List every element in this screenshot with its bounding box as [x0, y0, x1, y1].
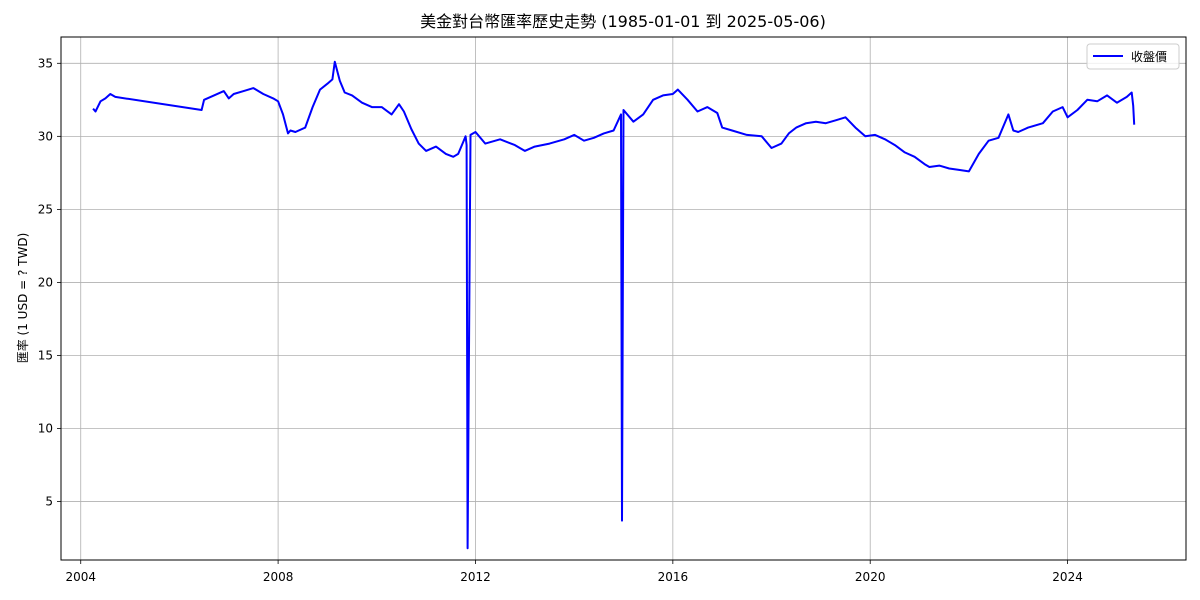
- y-tick-label: 20: [38, 275, 53, 289]
- y-tick-label: 30: [38, 129, 53, 143]
- x-tick-label: 2004: [65, 570, 96, 584]
- y-axis-label: 匯率 (1 USD = ? TWD): [15, 233, 30, 364]
- chart-title: 美金對台幣匯率歷史走勢 (1985-01-01 到 2025-05-06): [420, 12, 826, 31]
- x-tick-label: 2008: [263, 570, 294, 584]
- x-tick-label: 2012: [460, 570, 491, 584]
- x-tick-label: 2020: [855, 570, 886, 584]
- plot-area: [92, 60, 1136, 550]
- y-tick-label: 10: [38, 422, 53, 436]
- x-tick-label: 2016: [658, 570, 689, 584]
- x-axis: 2004 2008 2012 2016 2020 2024: [65, 560, 1083, 584]
- y-tick-label: 25: [38, 202, 53, 216]
- series-line: [92, 60, 1136, 550]
- legend-box: [1086, 43, 1180, 70]
- legend-label: 收盤價: [1131, 50, 1167, 64]
- legend: 收盤價: [1086, 43, 1180, 70]
- x-tick-label: 2024: [1052, 570, 1083, 584]
- y-tick-label: 15: [38, 348, 53, 362]
- y-axis: 5 10 15 20 25 30 35: [38, 56, 61, 509]
- y-tick-label: 5: [45, 495, 53, 509]
- y-tick-label: 35: [38, 56, 53, 70]
- plot-frame: [60, 36, 1187, 561]
